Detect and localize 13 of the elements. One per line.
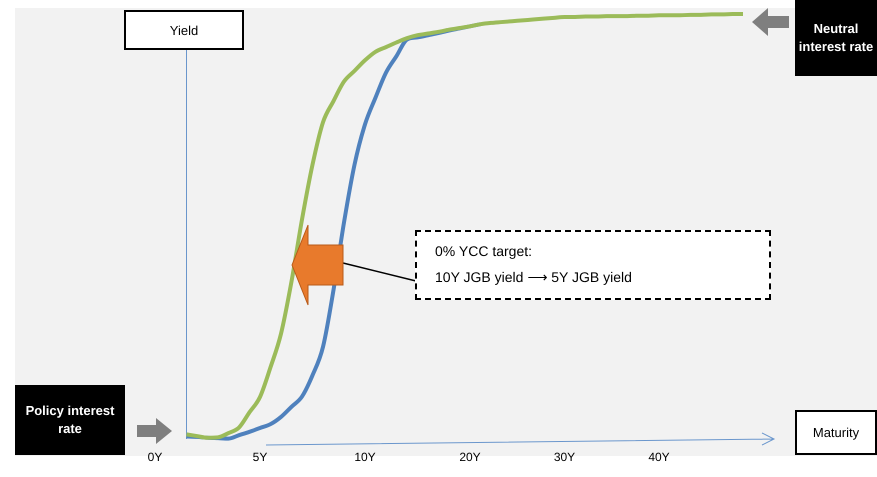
callout-box: 0% YCC target: 10Y JGB yield ⟶ 5Y JGB yield	[415, 230, 771, 300]
x-tick-label: 30Y	[554, 450, 576, 464]
x-tick-label: 20Y	[459, 450, 481, 464]
x-tick-label: 40Y	[648, 450, 670, 464]
annotation: 10Y JGB yield ⟶ 5Y JGB yield	[435, 268, 633, 287]
label-box: Maturity	[795, 410, 877, 455]
x-tick-label: 10Y	[354, 450, 376, 464]
label-box: Policy interest rate	[15, 385, 125, 455]
x-tick-label: 0Y	[148, 450, 162, 464]
label-box: Yield	[124, 10, 244, 50]
x-tick-label: 5Y	[252, 450, 268, 464]
annotation: 0% YCC target:	[435, 242, 534, 261]
label-box: Neutral interest rate	[795, 0, 877, 76]
